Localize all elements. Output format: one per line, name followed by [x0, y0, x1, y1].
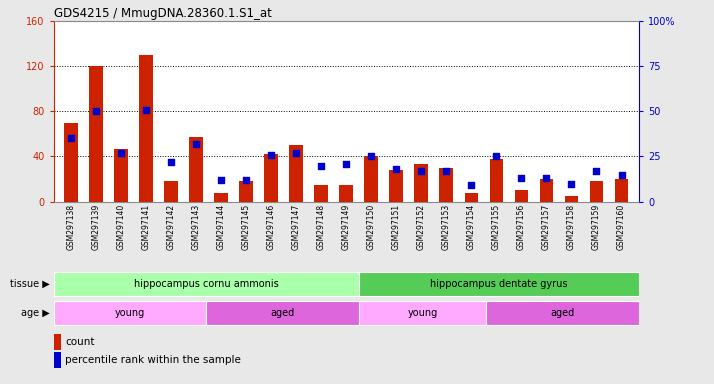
- Text: GSM297157: GSM297157: [542, 204, 551, 250]
- Point: [565, 180, 577, 187]
- Point: [91, 108, 102, 114]
- Point: [441, 168, 452, 174]
- Text: percentile rank within the sample: percentile rank within the sample: [65, 355, 241, 365]
- Text: aged: aged: [550, 308, 575, 318]
- Point: [316, 162, 327, 169]
- Bar: [389, 170, 403, 202]
- Point: [491, 154, 502, 160]
- Text: GSM297149: GSM297149: [342, 204, 351, 250]
- Bar: [540, 179, 553, 202]
- Text: GSM297156: GSM297156: [517, 204, 526, 250]
- Text: tissue ▶: tissue ▶: [10, 279, 50, 289]
- Text: GSM297159: GSM297159: [592, 204, 601, 250]
- Bar: [339, 185, 353, 202]
- Bar: [490, 159, 503, 202]
- Point: [416, 168, 427, 174]
- Bar: [364, 157, 378, 202]
- Point: [615, 172, 627, 178]
- Text: GSM297153: GSM297153: [442, 204, 451, 250]
- Bar: [440, 168, 453, 202]
- Text: GSM297139: GSM297139: [91, 204, 101, 250]
- Point: [266, 152, 277, 158]
- Point: [516, 175, 527, 181]
- Bar: [54, 301, 206, 325]
- Text: GSM297151: GSM297151: [392, 204, 401, 250]
- Bar: [164, 181, 178, 202]
- Point: [116, 150, 127, 156]
- Text: young: young: [115, 308, 145, 318]
- Text: GSM297158: GSM297158: [567, 204, 576, 250]
- Bar: [515, 190, 528, 202]
- Text: GSM297145: GSM297145: [242, 204, 251, 250]
- Point: [391, 166, 402, 172]
- Point: [341, 161, 352, 167]
- Text: count: count: [65, 337, 95, 347]
- Bar: [114, 149, 128, 202]
- Text: GSM297141: GSM297141: [141, 204, 151, 250]
- Point: [241, 177, 252, 183]
- Bar: [359, 301, 486, 325]
- Text: GSM297150: GSM297150: [367, 204, 376, 250]
- Bar: [289, 145, 303, 202]
- Point: [66, 136, 77, 142]
- Bar: [64, 122, 78, 202]
- Text: aged: aged: [271, 308, 295, 318]
- Text: GSM297160: GSM297160: [617, 204, 626, 250]
- Point: [141, 106, 152, 113]
- Text: GSM297140: GSM297140: [116, 204, 126, 250]
- Point: [291, 150, 302, 156]
- Point: [590, 168, 602, 174]
- Bar: [139, 55, 153, 202]
- Point: [216, 177, 227, 183]
- Bar: [359, 272, 639, 296]
- Bar: [89, 66, 103, 202]
- Bar: [206, 301, 359, 325]
- Text: GSM297155: GSM297155: [492, 204, 501, 250]
- Text: young: young: [408, 308, 438, 318]
- Bar: [54, 352, 61, 368]
- Text: age ▶: age ▶: [21, 308, 50, 318]
- Bar: [590, 181, 603, 202]
- Point: [540, 175, 552, 181]
- Bar: [54, 272, 359, 296]
- Text: GSM297146: GSM297146: [267, 204, 276, 250]
- Text: GSM297142: GSM297142: [166, 204, 176, 250]
- Bar: [314, 185, 328, 202]
- Text: GSM297148: GSM297148: [317, 204, 326, 250]
- Bar: [239, 181, 253, 202]
- Point: [366, 154, 377, 160]
- Point: [166, 159, 177, 165]
- Bar: [189, 137, 203, 202]
- Text: GDS4215 / MmugDNA.28360.1.S1_at: GDS4215 / MmugDNA.28360.1.S1_at: [54, 7, 271, 20]
- Text: GSM297152: GSM297152: [417, 204, 426, 250]
- Text: GSM297147: GSM297147: [292, 204, 301, 250]
- Text: GSM297154: GSM297154: [467, 204, 476, 250]
- Bar: [414, 164, 428, 202]
- Bar: [54, 334, 61, 350]
- Text: GSM297138: GSM297138: [66, 204, 76, 250]
- Bar: [214, 193, 228, 202]
- Bar: [486, 301, 639, 325]
- Text: GSM297143: GSM297143: [191, 204, 201, 250]
- Bar: [565, 196, 578, 202]
- Text: hippocampus dentate gyrus: hippocampus dentate gyrus: [431, 279, 568, 289]
- Bar: [465, 193, 478, 202]
- Text: hippocampus cornu ammonis: hippocampus cornu ammonis: [134, 279, 278, 289]
- Point: [191, 141, 202, 147]
- Bar: [264, 154, 278, 202]
- Point: [466, 182, 477, 189]
- Text: GSM297144: GSM297144: [216, 204, 226, 250]
- Bar: [615, 179, 628, 202]
